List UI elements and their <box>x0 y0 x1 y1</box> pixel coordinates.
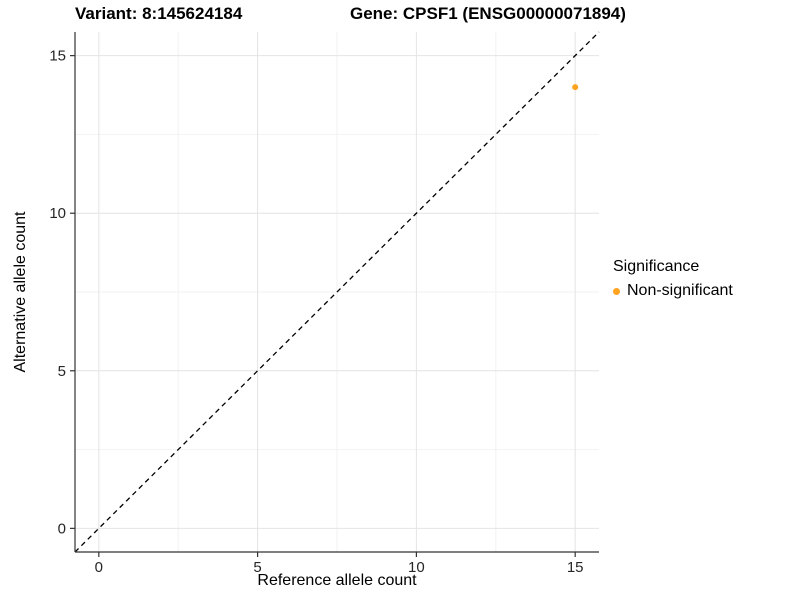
x-tick-label: 15 <box>567 559 584 576</box>
x-tick-label: 0 <box>95 559 103 576</box>
legend-title: Significance <box>613 258 700 275</box>
y-tick-label: 0 <box>58 520 66 537</box>
y-tick-label: 10 <box>49 205 66 222</box>
legend: Significance Non-significant <box>613 258 733 300</box>
x-tick-label: 5 <box>253 559 261 576</box>
plot-title-variant: Variant: 8:145624184 <box>75 4 243 23</box>
legend-point-swatch-icon <box>613 287 620 295</box>
x-axis-title: Reference allele count <box>257 572 417 589</box>
y-tick-label: 15 <box>49 48 66 65</box>
legend-items: Non-significant <box>613 282 733 300</box>
y-axis-title: Alternative allele count <box>12 211 29 373</box>
data-point <box>572 84 579 91</box>
y-tick-label: 5 <box>58 363 66 380</box>
x-tick-label: 10 <box>408 559 425 576</box>
identity-reference-line <box>74 31 600 553</box>
legend-item-label: Non-significant <box>627 282 733 299</box>
plot-title-gene: Gene: CPSF1 (ENSG00000071894) <box>350 4 626 23</box>
legend-item: Non-significant <box>613 282 733 300</box>
